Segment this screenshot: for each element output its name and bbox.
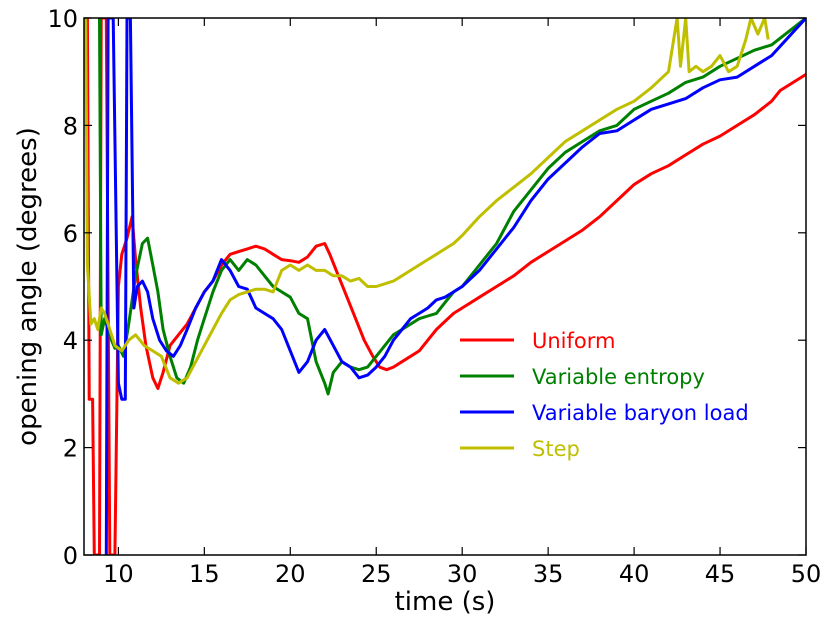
y-tick-label: 6 xyxy=(63,220,78,248)
y-tick-label: 8 xyxy=(63,112,78,140)
legend: Uniform Variable entropy Variable baryon l… xyxy=(460,329,749,461)
series-line-uniform xyxy=(85,18,806,555)
legend-label: Uniform xyxy=(532,329,615,353)
series-layer xyxy=(84,18,806,555)
y-tick-label: 4 xyxy=(63,327,78,355)
x-tick-label: 15 xyxy=(189,560,220,588)
x-tick-label: 10 xyxy=(103,560,134,588)
series-line-step xyxy=(84,18,770,385)
x-axis-label: time (s) xyxy=(395,587,496,617)
legend-label: Variable baryon load xyxy=(532,401,749,425)
y-tick-label: 10 xyxy=(47,5,78,33)
legend-label: Variable entropy xyxy=(532,365,705,389)
x-tick-label: 35 xyxy=(533,560,564,588)
x-axis: 10 15 20 25 30 35 40 45 50 xyxy=(103,18,821,588)
y-tick-label: 0 xyxy=(63,542,78,570)
plot-frame xyxy=(83,17,807,556)
y-axis: 0 2 4 6 8 10 xyxy=(47,5,806,570)
x-tick-label: 25 xyxy=(361,560,392,588)
y-tick-label: 2 xyxy=(63,435,78,463)
series-line-variable-baryon-load xyxy=(104,18,806,555)
x-tick-label: 45 xyxy=(705,560,736,588)
x-tick-label: 40 xyxy=(619,560,650,588)
x-tick-label: 50 xyxy=(791,560,822,588)
x-tick-label: 30 xyxy=(447,560,478,588)
legend-label: Step xyxy=(532,437,580,461)
y-axis-label: opening angle (degrees) xyxy=(13,127,43,446)
series-line-variable-entropy xyxy=(98,18,806,396)
x-tick-label: 20 xyxy=(275,560,306,588)
